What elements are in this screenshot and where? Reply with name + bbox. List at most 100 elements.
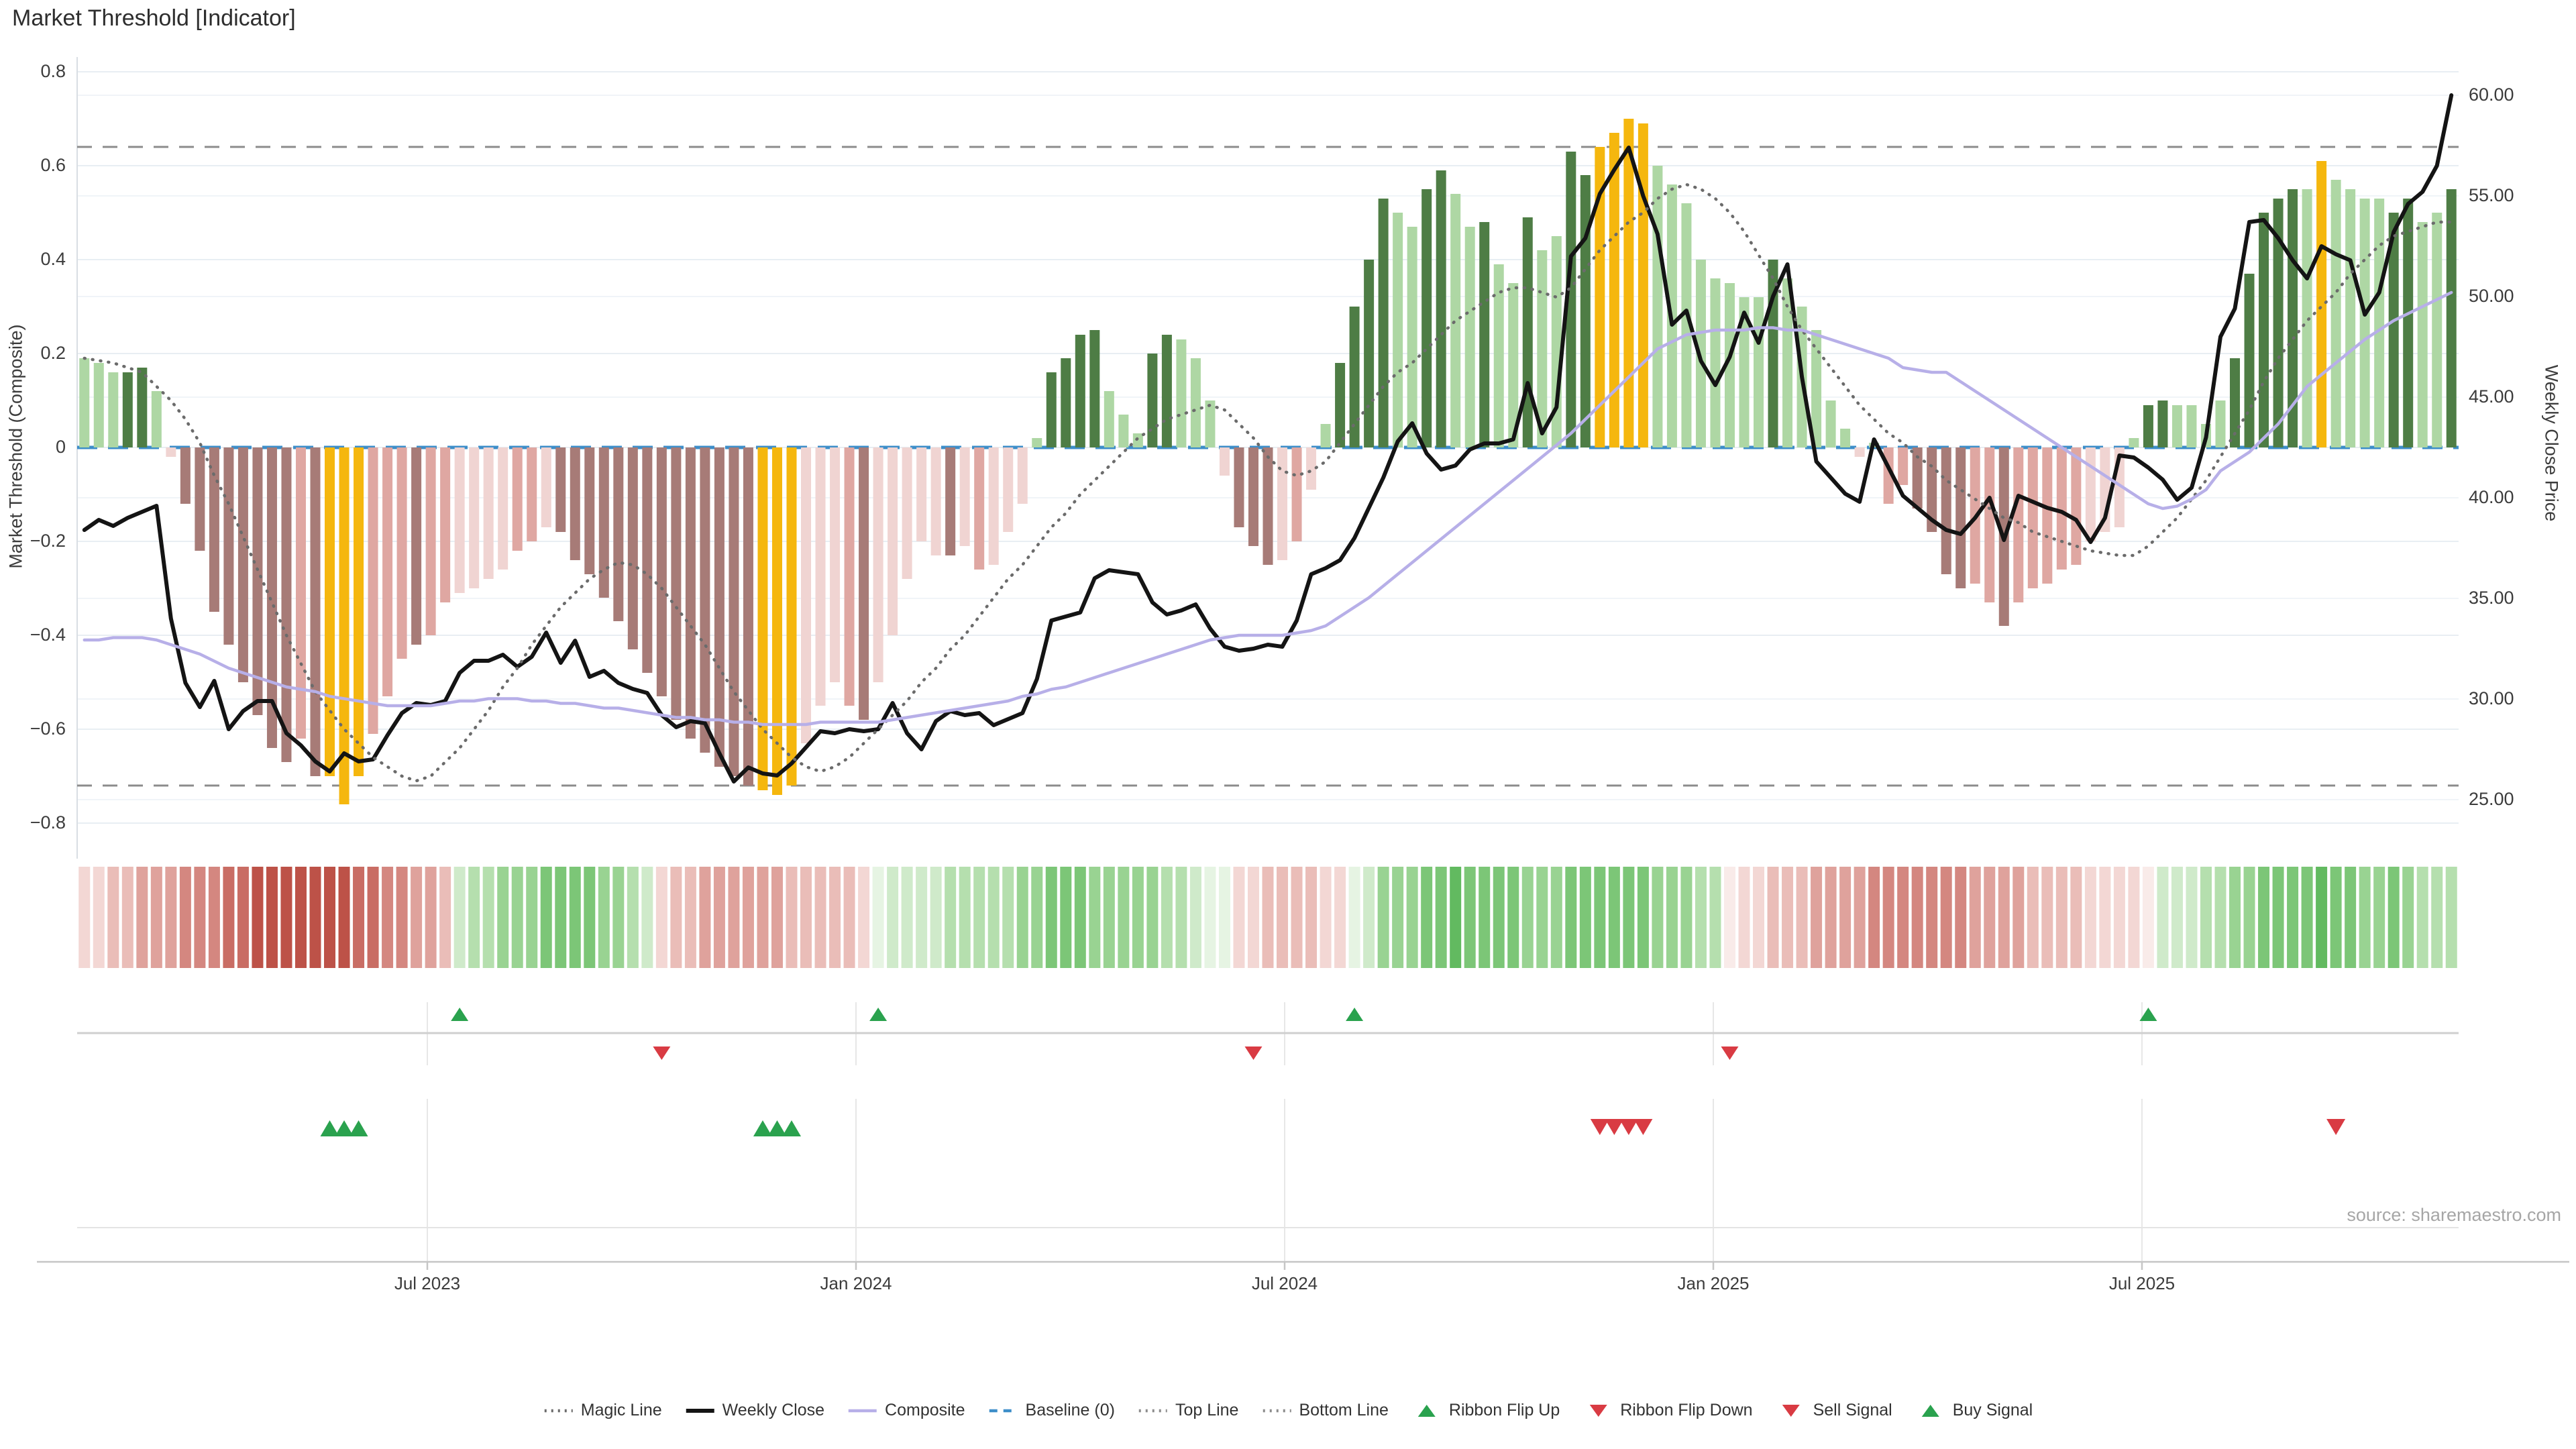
composite-bar (1277, 447, 1288, 560)
sell-signal-icon (1633, 1119, 1653, 1135)
ribbon-cell (1377, 867, 1389, 968)
composite-bar (195, 447, 205, 551)
ribbon-flip-up-icon (2139, 1008, 2157, 1021)
ribbon-cell (584, 867, 596, 968)
ribbon-cell (252, 867, 264, 968)
legend-label: Baseline (0) (1025, 1401, 1115, 1419)
right-axis-tick: 60.00 (2469, 85, 2514, 105)
legend-item-magic-line: Magic Line (543, 1401, 662, 1420)
ribbon-cell (2055, 867, 2068, 968)
ribbon-cell (165, 867, 177, 968)
ribbon-cell (2272, 867, 2284, 968)
ribbon-cell (2229, 867, 2241, 968)
composite-bar (974, 447, 985, 570)
composite-bar (339, 447, 350, 804)
composite-bar (1075, 335, 1085, 447)
composite-bar (598, 447, 609, 598)
x-axis-tick: Jul 2024 (1251, 1273, 1318, 1293)
ribbon-cell (843, 867, 855, 968)
ribbon-cell (1969, 867, 1981, 968)
buy-signal-icon (349, 1120, 368, 1136)
legend-label: Top Line (1175, 1401, 1239, 1419)
ribbon-cell (786, 867, 798, 968)
ribbon-cell (1464, 867, 1476, 968)
composite-bar (1147, 354, 1158, 447)
legend-label: Magic Line (580, 1401, 662, 1419)
ribbon-cell (1074, 867, 1086, 968)
ribbon-cell (1594, 867, 1606, 968)
composite-bar (1032, 438, 1042, 447)
dotted-line-icon (544, 1409, 573, 1412)
ribbon-cell (1277, 867, 1289, 968)
composite-bar (902, 447, 912, 579)
ribbon-cell (223, 867, 235, 968)
composite-bar (1898, 447, 1909, 485)
ribbon-cell (2027, 867, 2039, 968)
composite-bar (2071, 447, 2082, 565)
composite-bar (1652, 166, 1663, 447)
composite-bar (483, 447, 494, 579)
composite-bar (1580, 175, 1591, 447)
legend-item-ribbon-flip-down: Ribbon Flip Down (1582, 1401, 1753, 1420)
composite-bar (454, 447, 465, 593)
ribbon-cell (425, 867, 437, 968)
composite-bar (2330, 180, 2341, 447)
ribbon-strip (78, 867, 2457, 968)
ribbon-cell (2142, 867, 2154, 968)
composite-bar (1739, 297, 1750, 447)
composite-bar (1479, 222, 1490, 447)
composite-bar (2273, 199, 2284, 447)
solid-line-icon (686, 1408, 714, 1413)
ribbon-cell (1811, 867, 1823, 968)
composite-bar (988, 447, 999, 565)
composite-bar (1638, 123, 1648, 447)
composite-bar (584, 447, 595, 574)
composite-bar (527, 447, 537, 541)
ribbon-cell (1984, 867, 1996, 968)
ribbon-cell (266, 867, 278, 968)
composite-bar (1609, 133, 1619, 447)
composite-bar (555, 447, 566, 532)
right-axis-tick: 55.00 (2469, 185, 2514, 205)
ribbon-cell (858, 867, 870, 968)
ribbon-cell (1579, 867, 1591, 968)
weekly-close-line (82, 93, 2454, 784)
composite-bar (1046, 372, 1057, 447)
composite-bar (1566, 152, 1576, 447)
composite-bar (1537, 250, 1548, 447)
ribbon-cell (1392, 867, 1404, 968)
ribbon-cell (742, 867, 754, 968)
legend-item-sell-signal: Sell Signal (1776, 1401, 1892, 1420)
ribbon-cell (1796, 867, 1808, 968)
ribbon-cell (569, 867, 581, 968)
legend-label: Ribbon Flip Up (1448, 1401, 1560, 1419)
legend-item-weekly-close: Weekly Close (685, 1401, 824, 1420)
ribbon-cell (2070, 867, 2082, 968)
triangle-down-icon (1782, 1404, 1800, 1417)
composite-bar (1118, 415, 1129, 447)
ribbon-cell (324, 867, 336, 968)
composite-bar (2230, 358, 2241, 447)
ribbon-cell (2387, 867, 2400, 968)
composite-bar (700, 447, 710, 753)
ribbon-cell (1652, 867, 1664, 968)
ribbon-cell (2128, 867, 2140, 968)
composite-bar (2215, 400, 2226, 447)
composite-bar (1378, 199, 1389, 447)
composite-bar (830, 447, 841, 682)
ribbon-cell (1897, 867, 1909, 968)
ribbon-cell (208, 867, 220, 968)
ribbon-cell (930, 867, 942, 968)
ribbon-cell (121, 867, 133, 968)
ribbon-cell (771, 867, 783, 968)
ribbon-cell (2416, 867, 2428, 968)
ribbon-cell (2330, 867, 2342, 968)
ribbon-cell (916, 867, 928, 968)
composite-bar (1349, 307, 1360, 447)
composite-bar (469, 447, 480, 588)
composite-bar (266, 447, 277, 748)
ribbon-cell (1723, 867, 1735, 968)
composite-bar (1825, 400, 1836, 447)
left-axis-tick: 0.8 (40, 61, 66, 81)
signal-panels (37, 1002, 2569, 1270)
